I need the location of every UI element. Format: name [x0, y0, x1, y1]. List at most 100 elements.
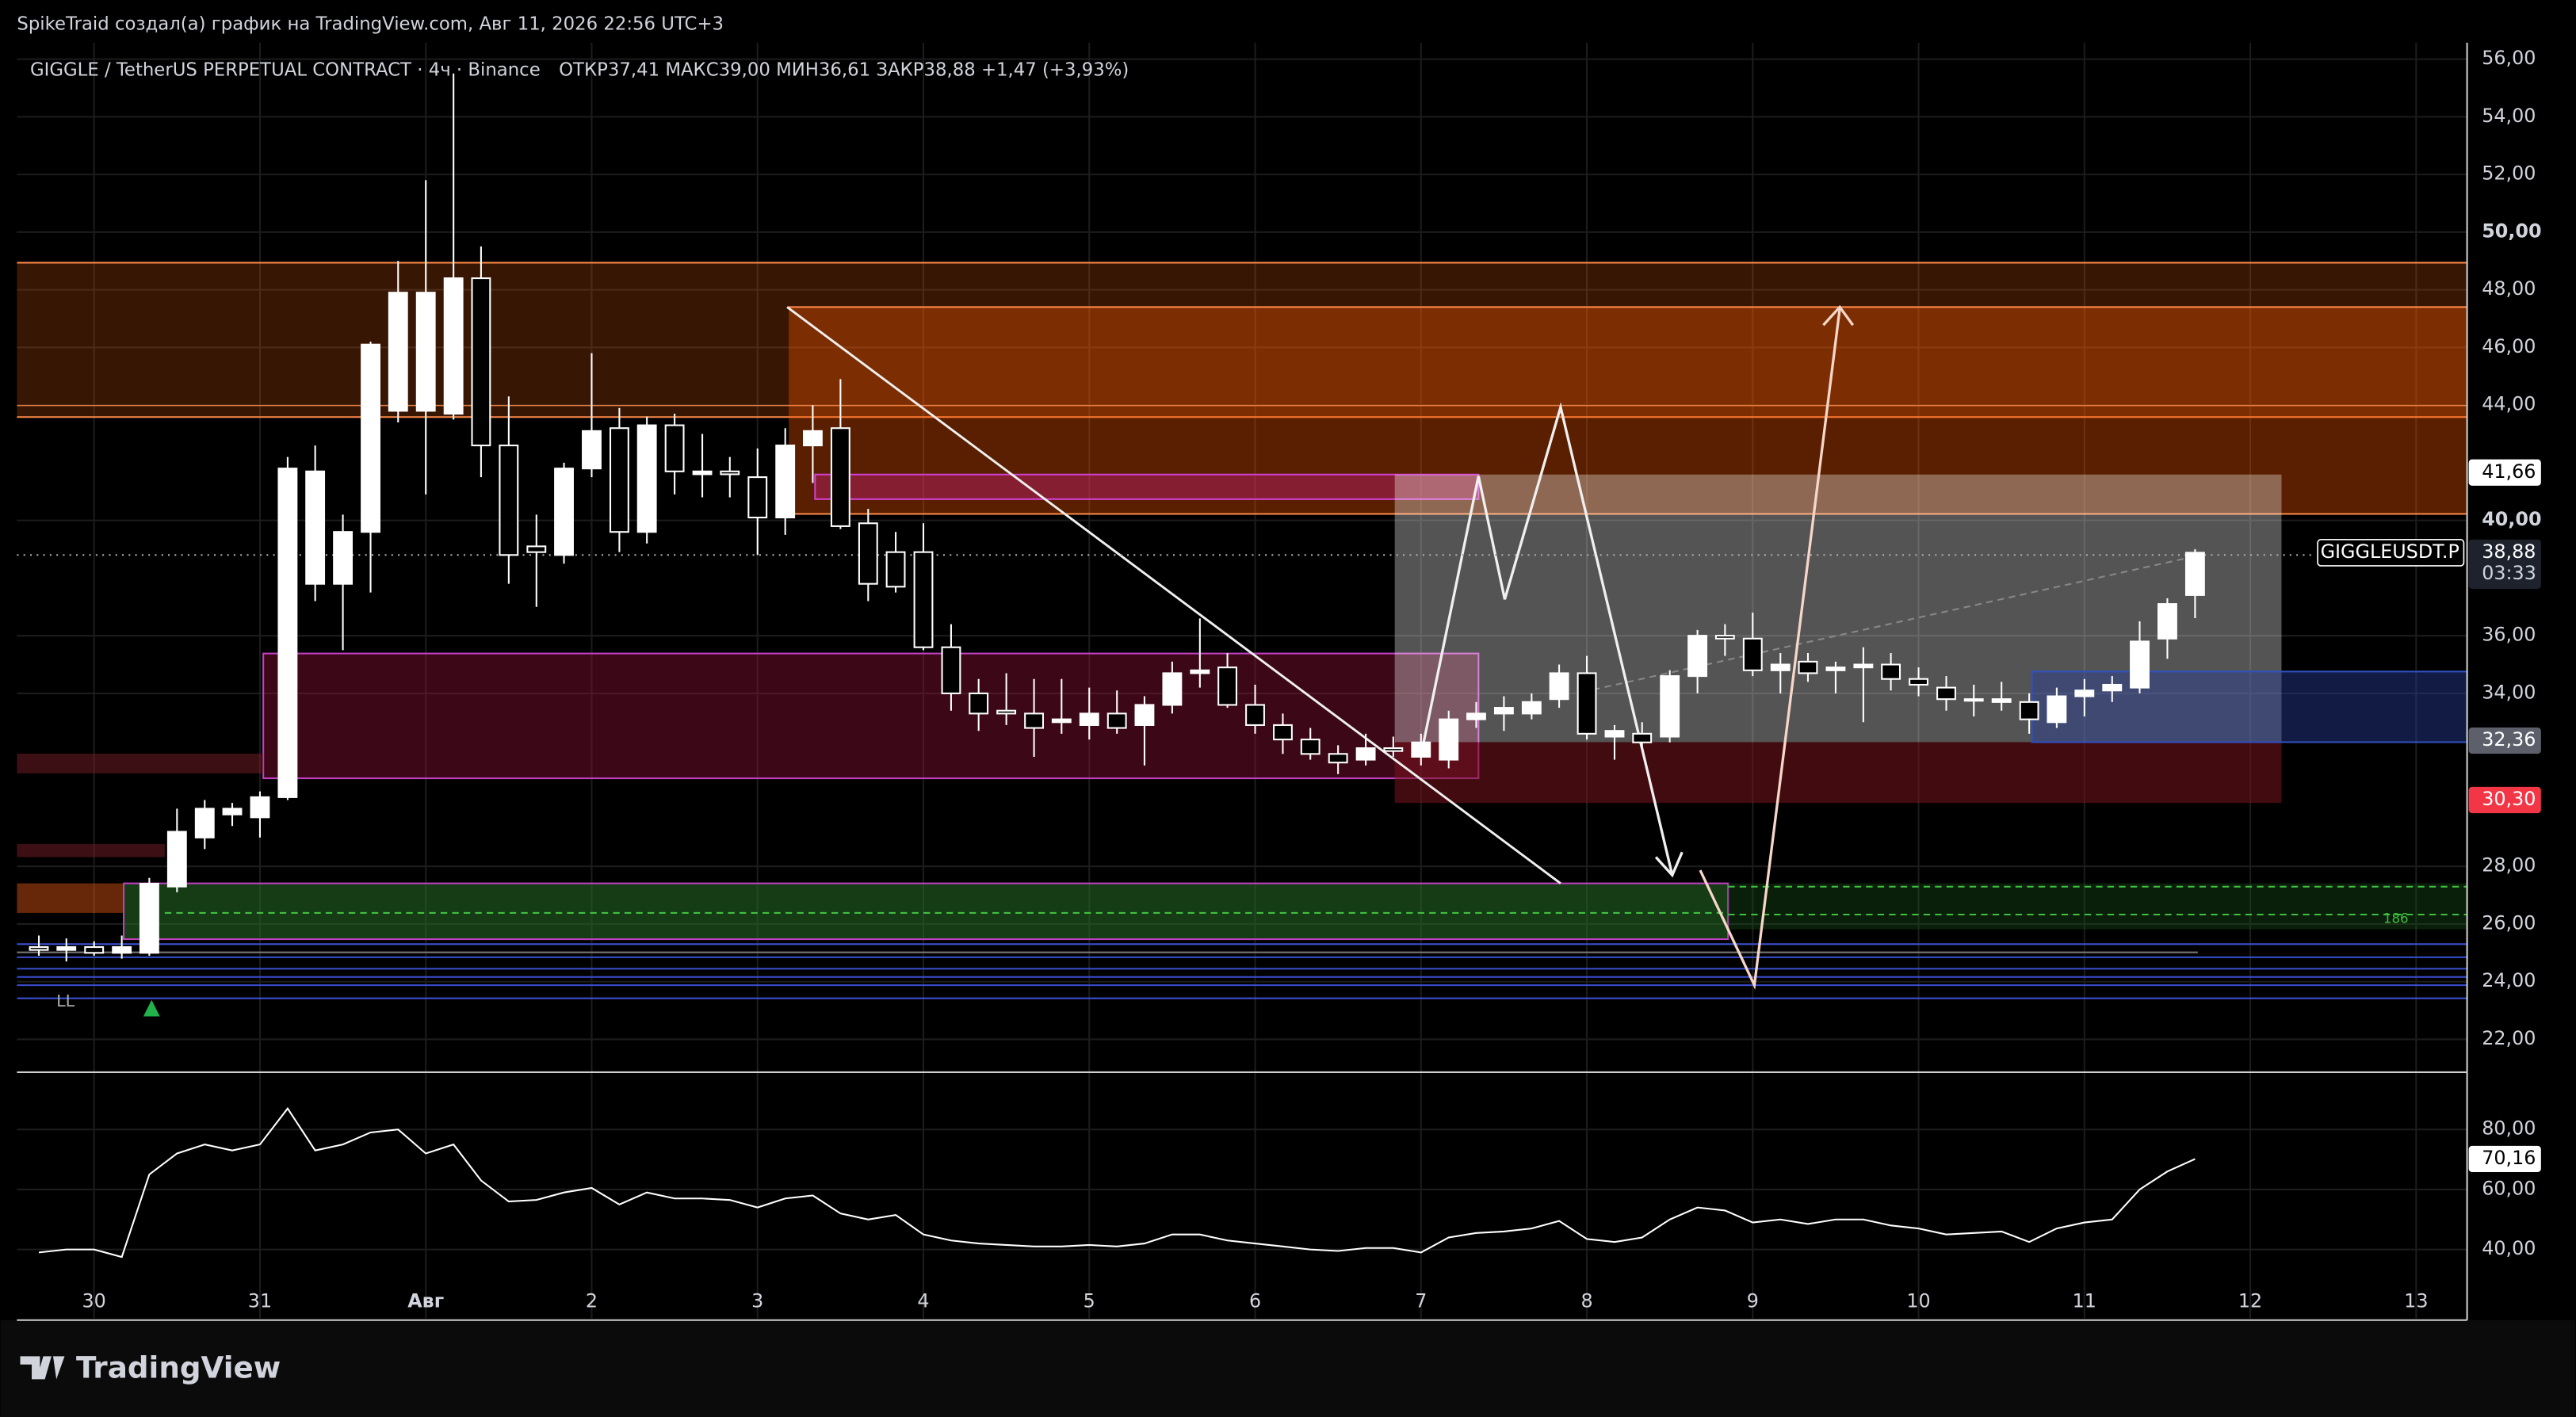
candle-body [1051, 718, 1072, 724]
candle-body [1162, 672, 1183, 706]
logo: TradingView [20, 1350, 281, 1385]
candle-body [1798, 660, 1818, 674]
green-zone [1728, 883, 2467, 930]
candle-body [1853, 663, 1874, 669]
candle-body [1024, 712, 1045, 729]
candle-body [1909, 678, 1928, 686]
y-tick-label: 48,00 [2482, 277, 2536, 300]
y-tick-label: 54,00 [2482, 105, 2536, 127]
y-tick-label: 34,00 [2482, 681, 2536, 703]
candle-body [664, 424, 685, 472]
candle-body [2019, 701, 2039, 720]
candle-body [1687, 635, 1708, 678]
candle-body [1328, 753, 1348, 764]
candle-body [222, 808, 243, 815]
candle-body [194, 808, 215, 838]
arrow-head [1822, 304, 1855, 327]
candle-body [775, 445, 796, 519]
x-tick-label: 11 [2073, 1289, 2096, 1312]
candle-body [471, 277, 491, 447]
indicator-line [38, 1106, 2196, 1258]
candle-body [1742, 637, 1763, 671]
candle-body [1217, 666, 1238, 706]
candle-body [2047, 695, 2067, 724]
candle-body [1134, 704, 1155, 726]
blue-lines [17, 943, 2467, 999]
candle-body [1190, 669, 1210, 674]
y-tick-label: 52,00 [2482, 162, 2536, 185]
candle-body [720, 470, 740, 476]
candle-body [112, 945, 132, 954]
x-tick-label: 9 [1747, 1289, 1759, 1312]
annotation: LL [56, 991, 75, 1010]
candle-body [1439, 718, 1459, 761]
y-tick-label: 36,00 [2482, 624, 2536, 646]
y-tick-label: 50,00 [2482, 220, 2541, 242]
candle-body [609, 427, 629, 533]
y-tick-label: 46,00 [2482, 335, 2536, 357]
candle-body [1466, 712, 1486, 720]
price-label-box [2468, 786, 2541, 814]
candle-body [388, 292, 408, 412]
candle-body [941, 646, 961, 694]
candle-body [554, 468, 574, 556]
logo-text: TradingView [76, 1350, 281, 1385]
candle-body [84, 945, 105, 954]
y-tick-label: 28,00 [2482, 854, 2536, 877]
candle-body [1991, 698, 2012, 703]
candle-body [747, 476, 768, 519]
resistance-zone [789, 307, 2467, 514]
y-tick-label: 56,00 [2482, 47, 2536, 69]
candle-body [361, 343, 380, 533]
candle-body [1521, 701, 1542, 715]
candle-body [305, 470, 326, 585]
candle-body [2130, 640, 2150, 689]
candle-body [1300, 739, 1320, 755]
x-tick-label: 3 [751, 1289, 763, 1312]
x-tick-label: 4 [917, 1289, 929, 1312]
candle-body [830, 427, 850, 527]
logo-icon [20, 1356, 65, 1380]
x-tick-label: 6 [1249, 1289, 1261, 1312]
candle-body [1604, 730, 1625, 738]
blue-zone [2031, 670, 2468, 743]
price-label: 41,66 [2482, 460, 2536, 483]
candle-body [277, 468, 298, 798]
zone [17, 843, 165, 857]
candle-body [1355, 747, 1376, 761]
candle-body [582, 430, 602, 470]
price-label-box [2468, 539, 2541, 589]
candle-body [802, 430, 823, 447]
candle-body [1383, 747, 1404, 752]
indicator-label-box [2468, 1145, 2541, 1173]
candle-body [1549, 672, 1569, 701]
y-tick-label: 40,00 [2482, 1237, 2536, 1259]
candle-body [1577, 672, 1597, 735]
candle-body [1963, 698, 1984, 702]
candle-body [499, 445, 519, 556]
candle-body [996, 709, 1017, 715]
candle-body [29, 945, 49, 951]
candle-body [2102, 683, 2123, 692]
candle-body [1493, 707, 1514, 715]
price-label: 32,36 [2482, 728, 2536, 751]
candle-body [1079, 712, 1099, 726]
drawings [17, 262, 2468, 1017]
candle-body [1411, 741, 1431, 758]
forecast-path [1699, 308, 1841, 990]
candle-body [913, 551, 934, 648]
green-zone [123, 882, 1729, 941]
candle-body [692, 470, 713, 476]
candle-body [636, 424, 657, 533]
credit: SpikeTraid создал(а) график на TradingVi… [17, 14, 724, 35]
symbol: GIGGLE / TetherUS PERPETUAL CONTRACT · 4… [30, 60, 541, 81]
x-tick-label: 10 [1906, 1289, 1930, 1312]
x-tick-label: 7 [1415, 1289, 1427, 1312]
y-tick-label: 24,00 [2482, 969, 2536, 991]
annotation: 186 [2383, 911, 2409, 926]
y-tick-label: 80,00 [2482, 1117, 2536, 1140]
candle-body [139, 882, 159, 954]
countdown: 03:33 [2482, 562, 2536, 584]
